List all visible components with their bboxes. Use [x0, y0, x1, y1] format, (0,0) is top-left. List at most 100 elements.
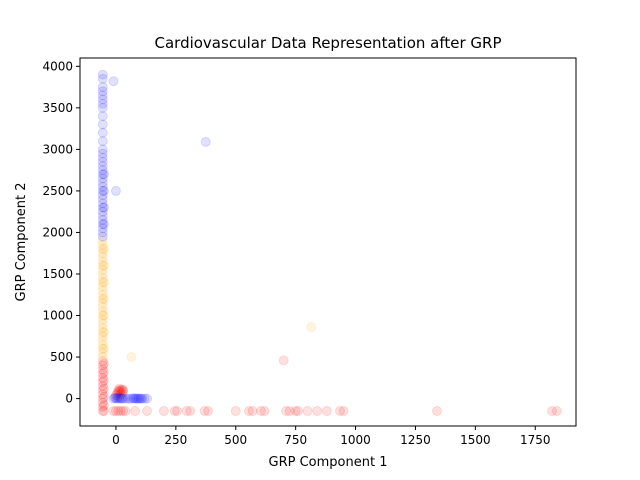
data-point-red-61	[115, 389, 126, 400]
data-point-blue-24	[97, 119, 108, 130]
data-point-red-62	[118, 386, 129, 397]
data-point-orange-15	[97, 289, 108, 300]
data-point-blue-40	[200, 136, 211, 147]
data-point-orange-7	[97, 322, 108, 333]
data-point-red-39	[259, 406, 270, 417]
data-point-blue-52	[125, 393, 136, 404]
data-point-blue-50	[120, 393, 131, 404]
data-point-orange-34	[98, 260, 109, 271]
data-point-red-9	[97, 368, 108, 379]
data-point-red-4	[97, 389, 108, 400]
data-point-red-58	[118, 384, 129, 395]
data-point-blue-16	[97, 165, 108, 176]
data-point-blue-58	[133, 393, 144, 404]
data-point-blue-21	[97, 144, 108, 155]
data-point-red-55	[114, 386, 125, 397]
data-point-red-57	[116, 384, 127, 395]
data-point-orange-14	[97, 293, 108, 304]
data-point-blue-62	[139, 393, 150, 404]
data-point-blue-9	[97, 194, 108, 205]
data-point-orange-32	[98, 293, 109, 304]
y-tick-label-7: 3500	[42, 101, 73, 115]
data-point-blue-26	[97, 102, 108, 113]
data-point-red-40	[281, 406, 292, 417]
data-point-orange-16	[97, 285, 108, 296]
x-tick-label-3: 750	[284, 433, 307, 447]
data-point-blue-39	[110, 185, 121, 196]
data-point-orange-27	[97, 239, 108, 250]
chart-title: Cardiovascular Data Representation after…	[155, 34, 502, 52]
data-point-blue-5	[97, 210, 108, 221]
data-point-red-63	[113, 385, 124, 396]
data-point-red-46	[321, 406, 332, 417]
data-point-red-18	[98, 367, 109, 377]
data-point-blue-38	[108, 76, 119, 87]
data-point-red-5	[97, 385, 108, 396]
data-point-orange-13	[97, 298, 108, 309]
data-point-red-43	[293, 406, 304, 417]
x-tick-label-2: 500	[224, 433, 247, 447]
data-point-red-28	[158, 406, 169, 417]
y-tick-label-2: 1000	[42, 309, 73, 323]
data-point-orange-22	[97, 260, 108, 271]
data-point-red-2	[97, 397, 108, 408]
data-point-red-7	[97, 376, 108, 387]
x-tick-label-4: 1000	[340, 433, 371, 447]
data-point-orange-21	[97, 264, 108, 275]
data-point-red-27	[142, 406, 153, 417]
data-point-blue-61	[137, 393, 148, 404]
data-point-orange-0	[97, 352, 108, 363]
data-point-orange-19	[97, 273, 108, 284]
data-point-red-42	[290, 406, 301, 417]
data-point-orange-37	[306, 322, 317, 333]
data-point-orange-10	[97, 310, 108, 321]
y-tick-label-3: 1500	[42, 267, 73, 281]
data-point-orange-25	[97, 248, 108, 259]
data-point-blue-29	[97, 90, 108, 101]
data-point-orange-26	[97, 244, 108, 255]
data-point-orange-24	[97, 252, 108, 263]
data-point-orange-33	[98, 277, 109, 288]
data-point-blue-59	[134, 393, 145, 404]
data-point-red-20	[108, 406, 119, 417]
data-point-red-1	[97, 401, 108, 412]
data-point-red-50	[547, 406, 558, 417]
data-point-blue-36	[98, 185, 109, 196]
data-point-red-29	[169, 406, 180, 417]
data-point-red-23	[115, 406, 126, 417]
data-point-blue-30	[97, 86, 108, 97]
data-point-blue-15	[97, 169, 108, 180]
data-point-blue-0	[97, 231, 108, 242]
x-axis: 0 250 500 750 1000 1250 1500 1750	[112, 426, 551, 447]
data-point-orange-30	[98, 327, 109, 338]
data-point-blue-2	[97, 223, 108, 234]
data-point-red-19	[98, 358, 109, 369]
data-point-blue-63	[142, 393, 153, 404]
data-point-blue-12	[97, 181, 108, 192]
data-point-blue-14	[97, 173, 108, 184]
data-point-red-64	[110, 390, 121, 401]
data-point-orange-18	[97, 277, 108, 288]
data-point-blue-8	[97, 198, 108, 209]
data-point-red-30	[172, 406, 183, 417]
data-point-blue-34	[98, 219, 109, 230]
data-point-orange-1	[97, 347, 108, 358]
data-point-red-3	[97, 393, 108, 404]
data-point-red-41	[284, 406, 295, 417]
data-point-red-56	[115, 385, 126, 396]
data-point-red-6	[97, 381, 108, 392]
data-point-orange-5	[97, 331, 108, 342]
data-point-red-26	[130, 406, 141, 417]
data-point-red-38	[255, 406, 266, 417]
data-point-blue-49	[118, 393, 129, 404]
data-point-blue-25	[97, 111, 108, 122]
x-tick-label-6: 1500	[460, 433, 491, 447]
data-point-red-45	[312, 406, 323, 417]
x-tick-label-7: 1750	[520, 433, 551, 447]
data-point-red-32	[185, 406, 196, 417]
x-tick-label-5: 1250	[400, 433, 431, 447]
data-point-blue-47	[115, 393, 126, 404]
data-point-blue-31	[97, 82, 108, 93]
y-tick-label-1: 500	[50, 350, 73, 364]
